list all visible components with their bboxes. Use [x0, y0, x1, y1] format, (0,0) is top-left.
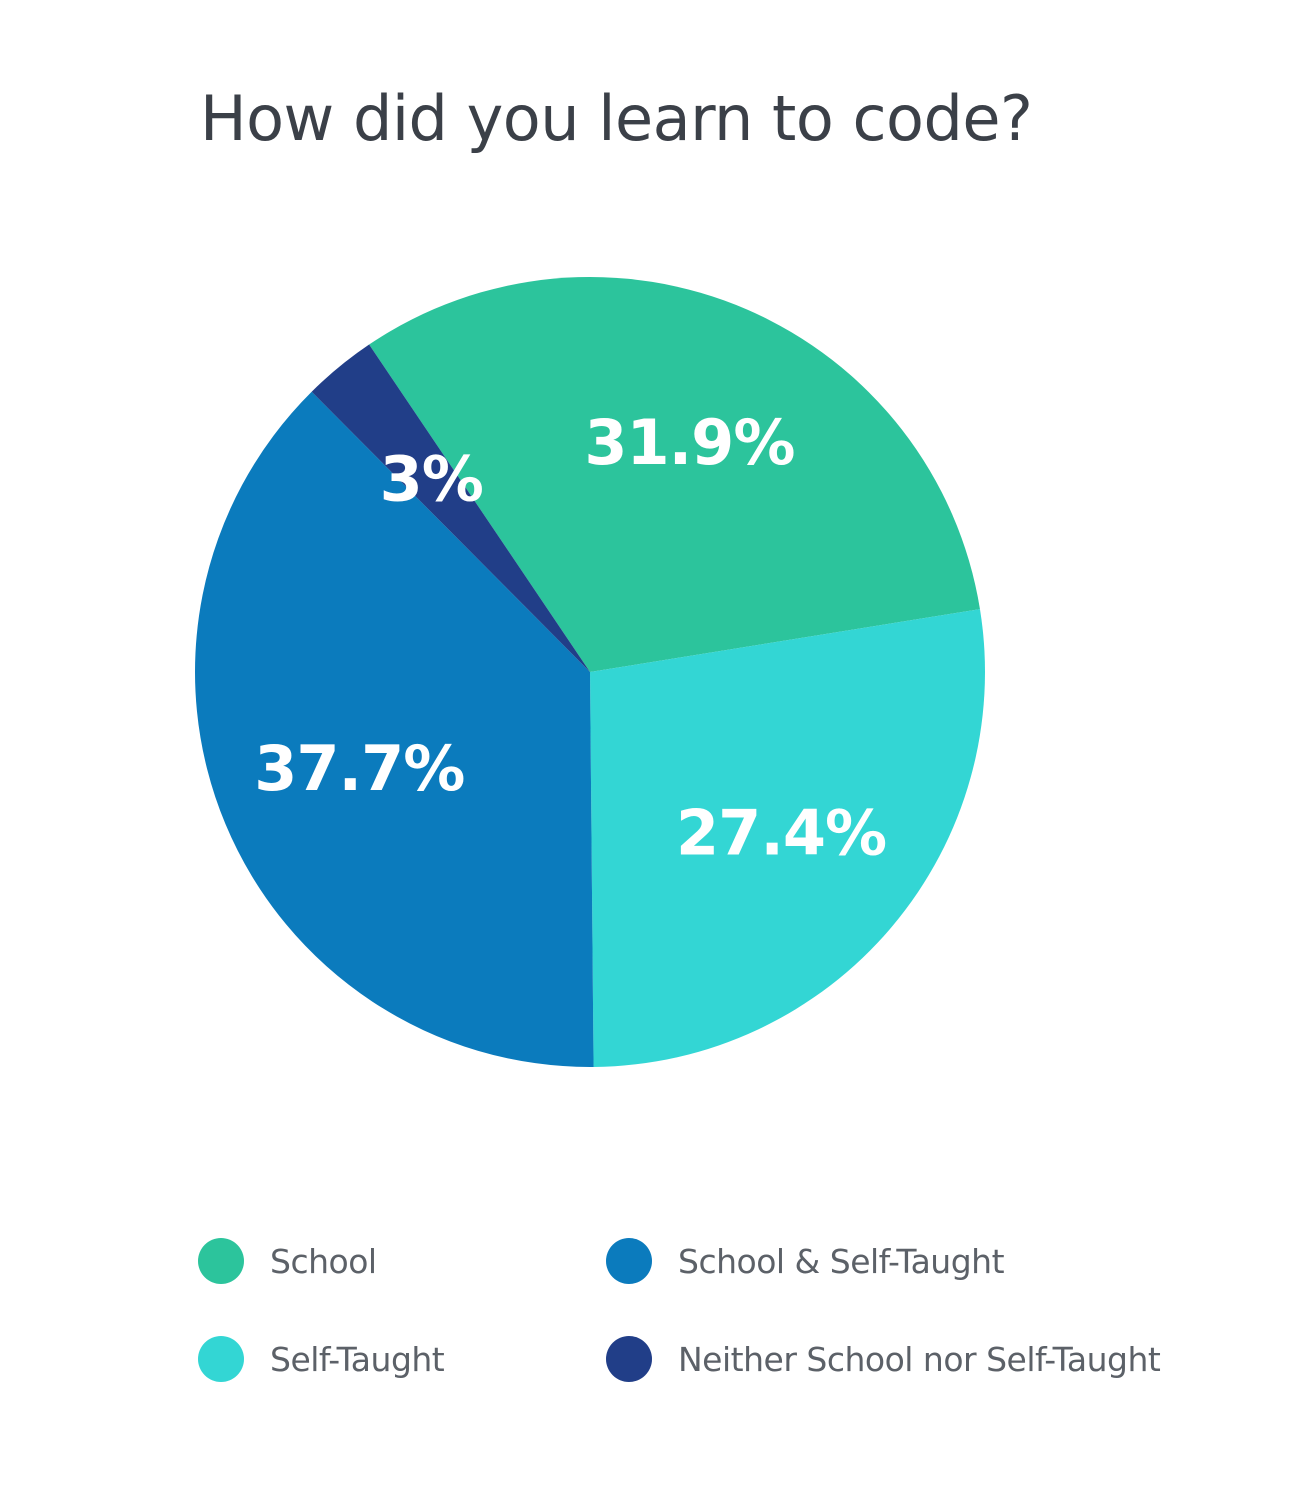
- slice-label-self-taught: 27.4%: [676, 797, 886, 870]
- slice-label-school-and-self-taught: 37.7%: [254, 732, 464, 805]
- legend-swatch-school: [198, 1238, 244, 1284]
- legend-swatch-neither: [606, 1336, 652, 1382]
- legend-item-self-taught: Self-Taught: [198, 1334, 445, 1384]
- legend-label-school-and-self-taught: School & Self-Taught: [678, 1241, 1005, 1281]
- pie-slice-school: [369, 277, 980, 672]
- legend-swatch-self-taught: [198, 1336, 244, 1382]
- pie-slice-self-taught: [590, 609, 985, 1067]
- pie-slice-school-and-self-taught: [195, 391, 594, 1067]
- legend-label-school: School: [270, 1241, 377, 1281]
- pie-slice-neither-school-nor-self-taught: [311, 344, 590, 672]
- slice-label-neither-school-nor-self-taught: 3%: [380, 442, 483, 515]
- legend-label-self-taught: Self-Taught: [270, 1339, 445, 1379]
- legend-item-neither: Neither School nor Self-Taught: [606, 1334, 1161, 1384]
- legend-swatch-school-and-self-taught: [606, 1238, 652, 1284]
- legend-item-school-and-self-taught: School & Self-Taught: [606, 1236, 1005, 1286]
- legend-label-neither: Neither School nor Self-Taught: [678, 1339, 1161, 1379]
- slice-label-school: 31.9%: [584, 406, 794, 479]
- chart-title: How did you learn to code?: [200, 82, 1033, 155]
- legend-item-school: School: [198, 1236, 377, 1286]
